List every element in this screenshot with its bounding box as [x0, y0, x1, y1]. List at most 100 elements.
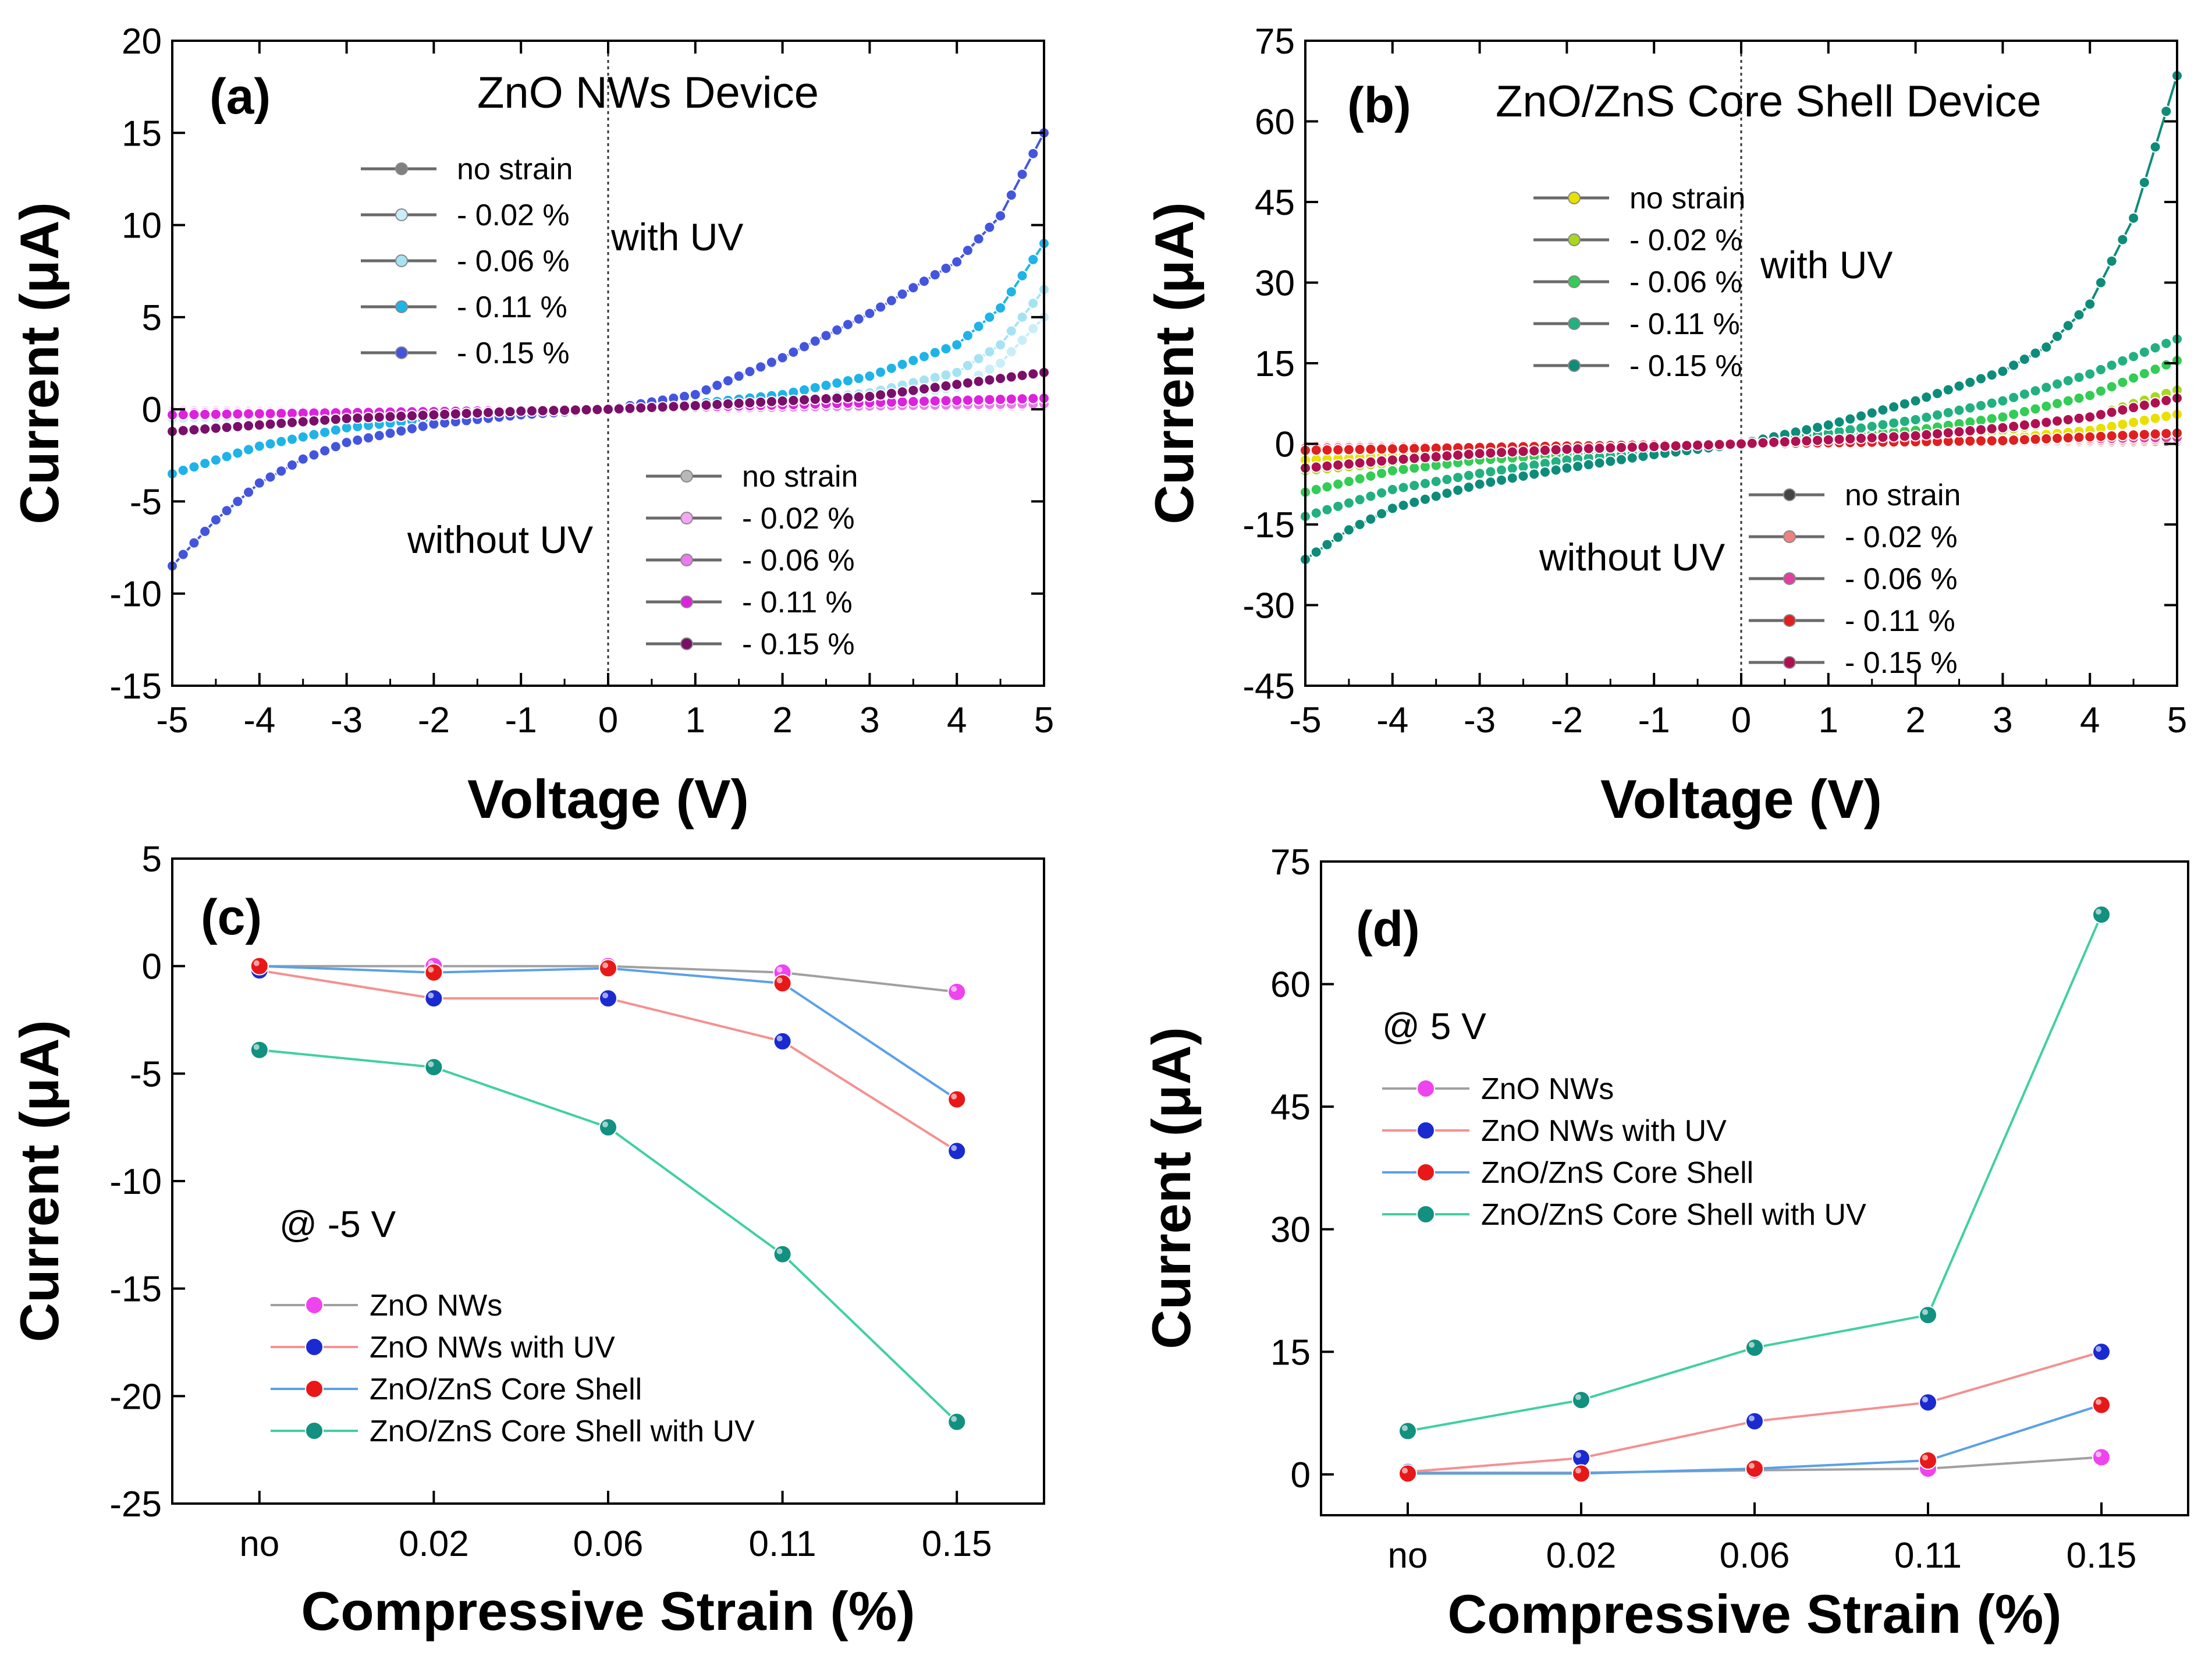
data-point — [1343, 458, 1355, 470]
data-point — [624, 402, 636, 414]
xticks-c: no 0.02 0.06 0.11 0.15 — [239, 1491, 992, 1564]
data-point — [2106, 420, 2118, 433]
legend-marker — [1416, 1163, 1435, 1182]
data-point — [232, 447, 244, 459]
data-point — [2160, 410, 2172, 423]
legend-marker — [680, 637, 693, 650]
y-tick-label: 0 — [142, 390, 162, 430]
data-point — [1310, 507, 1322, 519]
data-point — [1898, 415, 1911, 427]
data-point — [1462, 469, 1475, 481]
data-point — [733, 397, 745, 409]
data-point — [1310, 461, 1322, 473]
x-axis-label-a: Voltage (V) — [467, 768, 749, 830]
y-tick-label: 10 — [122, 206, 162, 246]
data-point — [395, 425, 407, 437]
data-point — [1855, 432, 1867, 444]
data-point — [951, 394, 963, 406]
x-tick-label: 1 — [686, 700, 705, 740]
panel-b-label: (b) — [1347, 77, 1411, 133]
data-point — [995, 373, 1007, 385]
data-point — [1452, 449, 1464, 461]
panel-a-annotation-with-uv: with UV — [610, 215, 743, 258]
panel-a-label: (a) — [210, 69, 271, 125]
plot-a — [166, 41, 1050, 686]
data-point — [995, 339, 1007, 351]
data-point — [700, 399, 712, 411]
data-point — [776, 352, 789, 364]
data-point — [1931, 428, 1944, 440]
data-point — [2018, 388, 2030, 400]
legend-label: - 0.06 % — [457, 244, 570, 278]
x-tick-label: 0.02 — [1546, 1536, 1617, 1576]
data-point — [820, 379, 832, 391]
y-tick-label: -5 — [130, 1054, 162, 1094]
data-point — [907, 384, 919, 396]
x-tick-label: 3 — [860, 700, 879, 740]
data-point — [2018, 353, 2030, 366]
data-point — [417, 409, 429, 421]
data-point — [2073, 371, 2085, 384]
panel-a: (a) ZnO NWs Device with UV without UV no… — [9, 22, 1054, 830]
data-point — [947, 1142, 967, 1161]
data-point — [1975, 424, 1987, 436]
data-point — [940, 395, 952, 407]
data-point — [2160, 337, 2172, 349]
data-point — [2117, 430, 2129, 442]
data-point — [2160, 395, 2172, 407]
legend-marker — [1568, 233, 1581, 246]
legend-label: no strain — [742, 460, 858, 494]
legend-d: ZnO NWs ZnO NWs with UV ZnO/ZnS Core Shell… — [1382, 1072, 1866, 1232]
data-point — [275, 407, 287, 420]
data-point — [1332, 444, 1344, 456]
data-point — [2029, 347, 2041, 359]
data-point — [1986, 435, 1998, 447]
panel-d: (d) @ 5 V ZnO NWs ZnO NWs with UV ZnO/ZnS … — [1141, 842, 2189, 1644]
data-point — [1462, 448, 1475, 460]
data-point — [2073, 412, 2085, 424]
x-tick-label: 0.06 — [573, 1524, 644, 1564]
data-point — [1953, 404, 1965, 416]
data-point — [1005, 189, 1017, 201]
data-point — [961, 244, 974, 257]
data-point — [2092, 1395, 2111, 1415]
data-point — [983, 394, 996, 406]
data-point — [1702, 439, 1714, 451]
data-point — [264, 407, 276, 420]
data-point — [406, 410, 418, 422]
panel-c-annotation: @ -5 V — [279, 1203, 396, 1245]
data-point — [1745, 1338, 1764, 1357]
data-point — [809, 335, 821, 348]
y-tick-label: 5 — [142, 839, 162, 880]
data-point — [972, 353, 985, 365]
data-point — [253, 419, 265, 431]
data-point — [1354, 494, 1366, 506]
data-point — [1964, 402, 1976, 414]
data-point — [1572, 443, 1584, 455]
y-tick-label: 0 — [1291, 1455, 1311, 1495]
data-point — [2029, 417, 2041, 430]
data-point — [1812, 434, 1824, 446]
data-point — [504, 406, 516, 418]
data-point — [809, 393, 821, 405]
data-point — [1593, 442, 1606, 455]
data-point — [1975, 373, 1987, 385]
data-point — [2051, 330, 2064, 342]
data-point — [482, 406, 495, 419]
data-point — [679, 390, 691, 402]
data-point — [1485, 447, 1497, 459]
data-point — [947, 1090, 967, 1109]
data-point — [1866, 420, 1878, 433]
data-point — [1637, 441, 1649, 453]
data-point — [755, 361, 767, 373]
data-point — [1593, 457, 1606, 469]
data-point — [1441, 450, 1453, 462]
data-point — [947, 1412, 967, 1431]
data-point — [798, 384, 811, 396]
panel-b-title: ZnO/ZnS Core Shell Device — [1496, 77, 2041, 126]
xticks-a: -5 -4 -3 -2 -1 0 1 2 3 4 5 — [156, 41, 1054, 740]
data-point — [2149, 141, 2161, 153]
data-point — [1386, 483, 1398, 495]
data-point-highlight — [602, 992, 608, 999]
data-point — [853, 373, 865, 385]
